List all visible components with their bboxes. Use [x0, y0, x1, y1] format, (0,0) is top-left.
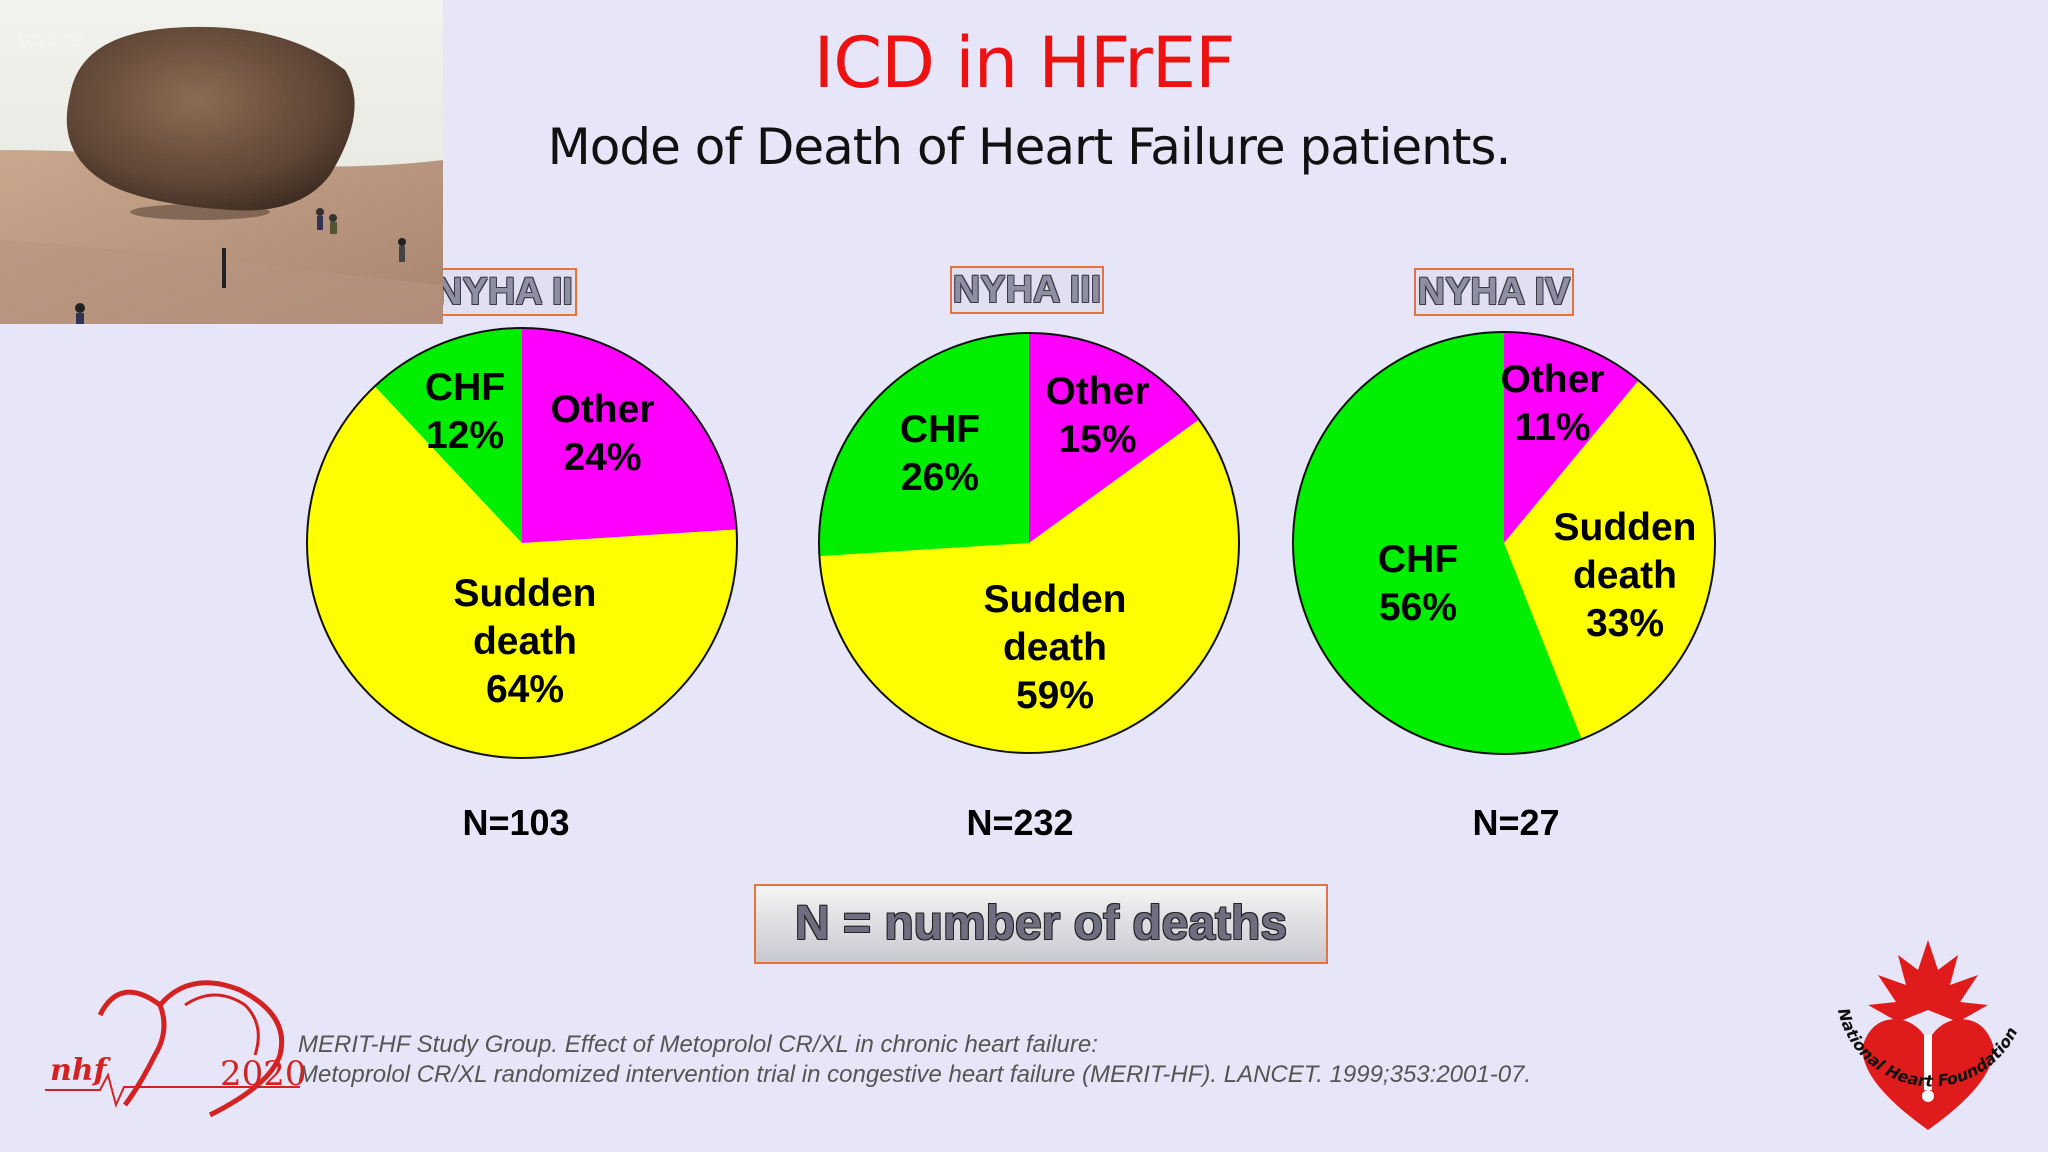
pie1-outline: [306, 327, 738, 759]
photo-watermark: WWW.EZ: [18, 34, 85, 49]
pie1-slice-other: [522, 328, 737, 543]
national-heart-foundation-logo: National Heart Foundation of Bangladesh: [1818, 930, 2021, 1130]
slide-subtitle: Mode of Death of Heart Failure patients.: [547, 118, 1512, 176]
pie2-slice-chf: [819, 333, 1029, 557]
n-value-nyha-ii: N=103: [462, 802, 570, 843]
nyha-iii-label: NYHA III: [950, 266, 1104, 314]
n-definition-box: N = number of deaths: [754, 884, 1328, 964]
citation-text: MERIT-HF Study Group. Effect of Metoprol…: [298, 1031, 1532, 1088]
pie3-slice-other: [1504, 332, 1639, 543]
pie2-slice-other: [1029, 333, 1199, 543]
nhf-logo-year: 2020: [220, 1054, 307, 1094]
pie2-sudden-label: Sudden death 59%: [983, 578, 1127, 717]
nyha-iv-label: NYHA IV: [1414, 268, 1574, 316]
pie3-other-label: Other 11%: [1500, 358, 1605, 449]
pie1-slice-chf: [374, 328, 522, 543]
pie2-chf-label: CHF 26%: [899, 408, 981, 499]
pie3-slice-sudden-death: [1504, 380, 1716, 740]
pie1-chf-label: CHF 12%: [424, 366, 506, 457]
pie3-sudden-label: Sudden death 33%: [1553, 506, 1697, 645]
slide-title: ICD in HFrEF: [813, 22, 1236, 104]
pie2-slice-sudden-death: [819, 419, 1239, 753]
n-value-nyha-iv: N=27: [1472, 802, 1560, 843]
pie3-slice-chf: [1293, 332, 1582, 754]
balancing-rock-photo: WWW.EZ: [0, 0, 443, 324]
n-value-nyha-iii: N=232: [966, 802, 1074, 843]
pie1-sudden-label: Sudden death 64%: [453, 572, 597, 711]
pie2-outline: [818, 332, 1240, 754]
pie1-other-label: Other 24%: [550, 388, 655, 479]
pie1-slice-sudden-death: [307, 386, 737, 758]
pie2-other-label: Other 15%: [1045, 370, 1150, 461]
nhf-2020-logo: nhf 2020: [45, 980, 307, 1118]
nhf-logo-text: nhf: [50, 1053, 112, 1088]
pie3-chf-label: CHF 56%: [1377, 538, 1459, 629]
pie3-outline: [1292, 331, 1716, 755]
